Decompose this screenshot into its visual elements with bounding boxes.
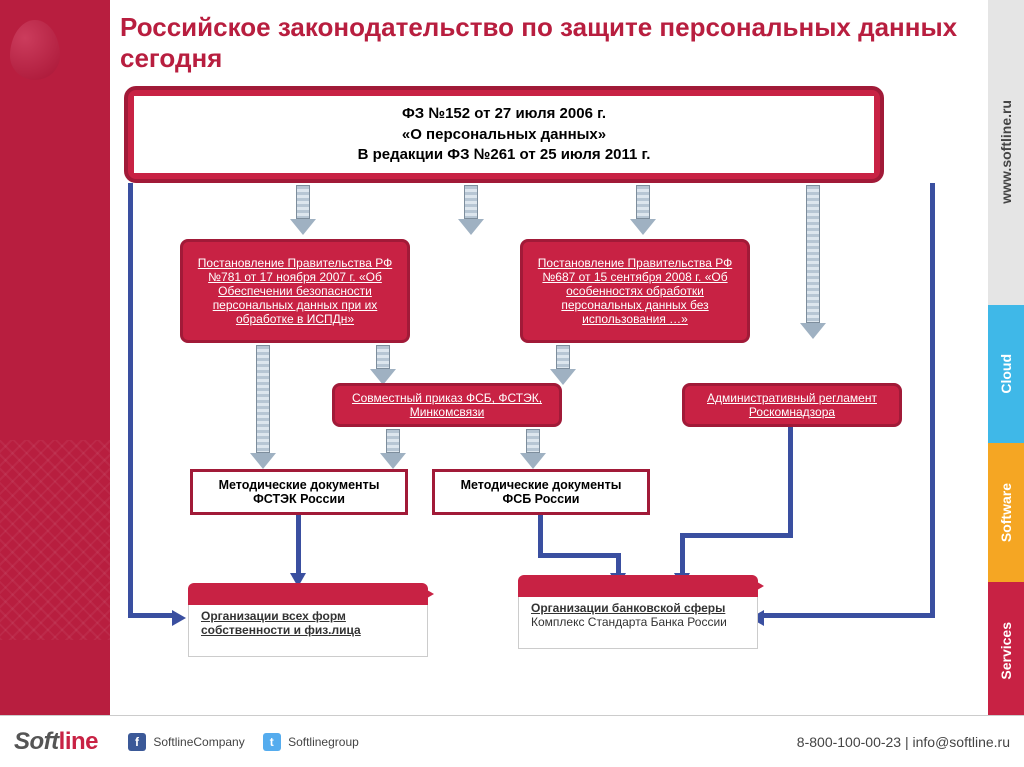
top-law-line3: В редакции ФЗ №261 от 25 июля 2011 г. <box>152 145 856 165</box>
node-decree-781: Постановление Правительства РФ №781 от 1… <box>180 239 410 343</box>
footer-contact: 8-800-100-00-23 | info@softline.ru <box>797 734 1010 750</box>
top-law-line2: «О персональных данных» <box>152 125 856 145</box>
node-method-fsb: Методические документы ФСБ России <box>432 469 650 515</box>
logo-part1: Soft <box>14 728 59 755</box>
logo-part2: line <box>59 728 98 755</box>
connector <box>680 533 793 538</box>
arrow-down <box>380 429 406 469</box>
decorative-left-banner <box>0 0 110 720</box>
node-decree-687-text: Постановление Правительства РФ №687 от 1… <box>533 256 737 326</box>
facebook-icon: f <box>128 733 146 751</box>
softline-logo: Softline <box>14 728 98 756</box>
arrow-down <box>800 185 826 335</box>
arrow-down <box>550 345 576 385</box>
node-decree-687: Постановление Правительства РФ №687 от 1… <box>520 239 750 343</box>
twitter-icon: t <box>263 733 281 751</box>
node-decree-781-text: Постановление Правительства РФ №781 от 1… <box>193 256 397 326</box>
arrow-down <box>290 185 316 235</box>
rail-cloud-text: Cloud <box>998 354 1014 394</box>
twitter-link[interactable]: t Softlinegroup <box>263 733 359 751</box>
slide-title: Российское законодательство по защите пе… <box>120 12 970 74</box>
social-links: f SoftlineCompany t Softlinegroup <box>128 733 359 751</box>
connector <box>128 183 133 615</box>
arrow-down <box>630 185 656 235</box>
connector <box>538 553 618 558</box>
node-admin-reg: Административный регламент Роскомнадзора <box>682 383 902 427</box>
node-joint-order-text: Совместный приказ ФСБ, ФСТЭК, Минкомсвяз… <box>345 391 549 419</box>
rail-software: Software <box>988 443 1024 581</box>
node-method-fstek-text: Методические документы ФСТЭК России <box>203 478 395 506</box>
connector-arrow <box>172 610 186 626</box>
rail-services: Services <box>988 582 1024 720</box>
node-admin-reg-text: Административный регламент Роскомнадзора <box>695 391 889 419</box>
facebook-link[interactable]: f SoftlineCompany <box>128 733 245 751</box>
main-content: Российское законодательство по защите пе… <box>120 12 970 712</box>
rail-software-text: Software <box>998 483 1014 542</box>
connector <box>296 515 301 575</box>
rail-services-text: Services <box>998 622 1014 680</box>
connector <box>616 553 621 575</box>
footer: Softline f SoftlineCompany t Softlinegro… <box>0 715 1024 767</box>
right-rail: www.softline.ru Cloud Software Services <box>988 0 1024 720</box>
arrow-down <box>520 429 546 469</box>
node-orgs-all-text: Организации всех форм собственности и фи… <box>201 609 361 637</box>
arrow-down <box>370 345 396 385</box>
arrow-down <box>250 345 276 465</box>
arrow-down <box>458 185 484 235</box>
connector <box>128 613 174 618</box>
connector <box>762 613 935 618</box>
rail-url-text: www.softline.ru <box>998 100 1014 204</box>
top-law-box: ФЗ №152 от 27 июля 2006 г. «О персональн… <box>124 86 884 183</box>
node-method-fsb-text: Методические документы ФСБ России <box>445 478 637 506</box>
node-orgs-all: .banner-node:nth-of-type(1) .banner-top:… <box>188 583 428 673</box>
top-law-text: ФЗ №152 от 27 июля 2006 г. «О персональн… <box>134 96 874 173</box>
rail-url: www.softline.ru <box>988 0 1024 305</box>
node-joint-order: Совместный приказ ФСБ, ФСТЭК, Минкомсвяз… <box>332 383 562 427</box>
connector <box>930 183 935 615</box>
facebook-text: SoftlineCompany <box>153 735 244 749</box>
node-orgs-bank-sub: Комплекс Стандарта Банка России <box>531 615 727 629</box>
node-orgs-bank-title: Организации банковской сферы <box>531 601 725 615</box>
node-orgs-bank: Организации банковской сферы Комплекс Ст… <box>518 575 758 665</box>
node-method-fstek: Методические документы ФСТЭК России <box>190 469 408 515</box>
diagram-area: Постановление Правительства РФ №781 от 1… <box>120 183 940 743</box>
connector <box>538 515 543 555</box>
twitter-text: Softlinegroup <box>288 735 359 749</box>
top-law-line1: ФЗ №152 от 27 июля 2006 г. <box>152 104 856 124</box>
connector <box>680 533 685 575</box>
rail-cloud: Cloud <box>988 305 1024 443</box>
connector <box>788 427 793 535</box>
